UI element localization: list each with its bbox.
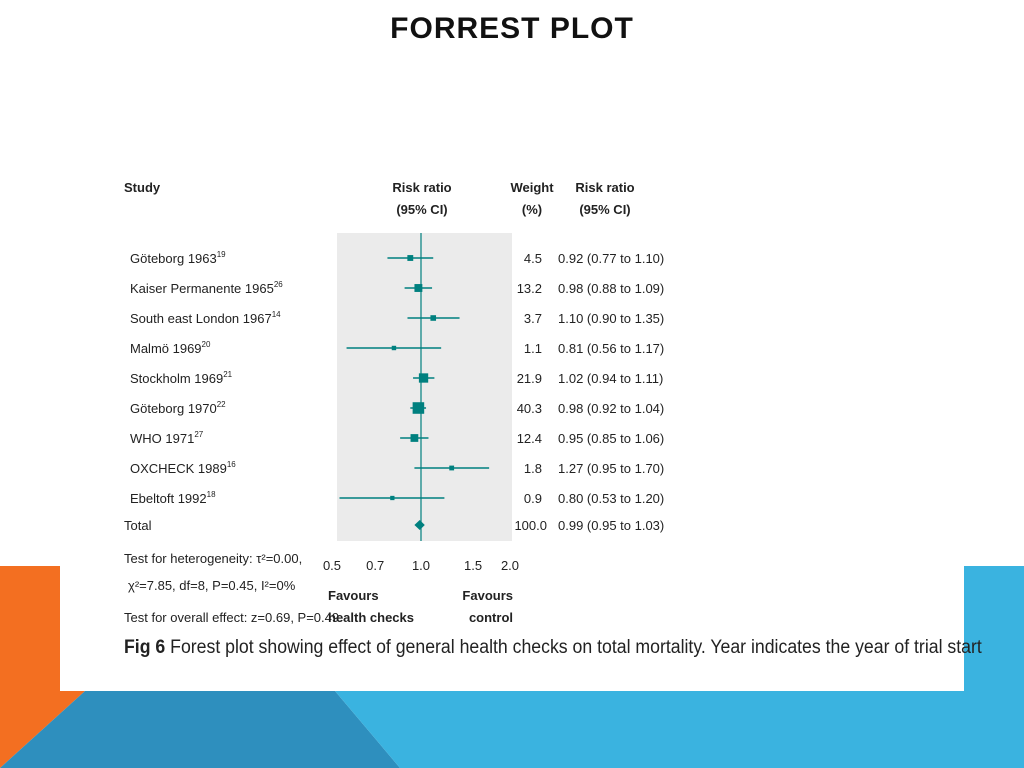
study-ci-text: 0.80 (0.53 to 1.20) [558, 491, 664, 506]
study-reference: 16 [227, 460, 236, 469]
dark-blue-accent-shape [0, 691, 400, 768]
header-rr2-line2: (95% CI) [579, 202, 630, 217]
point-estimate [449, 465, 455, 471]
study-ci-text: 0.95 (0.85 to 1.06) [558, 431, 664, 446]
favours-left-line2: health checks [328, 610, 414, 625]
study-label: Göteborg 197022 [130, 400, 226, 416]
study-reference: 18 [207, 490, 216, 499]
study-reference: 21 [223, 370, 232, 379]
x-tick-label: 0.7 [366, 558, 384, 573]
total-ci-text: 0.99 (0.95 to 1.03) [558, 518, 664, 533]
favours-left-line1: Favours [328, 588, 379, 603]
x-tick-label: 1.5 [464, 558, 482, 573]
study-reference: 22 [217, 400, 226, 409]
study-weight: 40.3 [517, 401, 542, 416]
header-rr-line2: (95% CI) [396, 202, 447, 217]
study-ci-text: 0.92 (0.77 to 1.10) [558, 251, 664, 266]
study-ci-text: 1.02 (0.94 to 1.11) [558, 371, 663, 386]
x-tick-label: 2.0 [501, 558, 519, 573]
study-weight: 0.9 [524, 491, 542, 506]
study-label: South east London 196714 [130, 310, 281, 326]
header-weight-line1: Weight [510, 180, 554, 195]
study-reference: 19 [217, 250, 226, 259]
heterogeneity-line2: χ²=7.85, df=8, P=0.45, I²=0% [128, 578, 296, 593]
study-label: Malmö 196920 [130, 340, 211, 356]
study-ci-text: 0.81 (0.56 to 1.17) [558, 341, 664, 356]
study-ci-text: 1.27 (0.95 to 1.70) [558, 461, 664, 476]
study-weight: 12.4 [517, 431, 542, 446]
orange-accent-shape [0, 566, 85, 768]
header-study: Study [124, 180, 161, 195]
x-tick-label: 1.0 [412, 558, 430, 573]
point-estimate [412, 402, 425, 414]
study-label: OXCHECK 198916 [130, 460, 236, 476]
study-label: Göteborg 196319 [130, 250, 226, 266]
header-rr-line1: Risk ratio [392, 180, 451, 195]
header-weight-line2: (%) [522, 202, 542, 217]
forest-plot: Study Risk ratio (95% CI) Weight (%) Ris… [124, 180, 664, 625]
point-estimate [410, 434, 419, 442]
favours-right-line2: control [469, 610, 513, 625]
study-label: Kaiser Permanente 196526 [130, 280, 283, 296]
total-label: Total [124, 518, 152, 533]
header-rr2-line1: Risk ratio [575, 180, 634, 195]
study-weight: 1.8 [524, 461, 542, 476]
study-reference: 20 [202, 340, 211, 349]
point-estimate [418, 373, 429, 383]
total-diamond [414, 520, 425, 530]
point-estimate [430, 315, 437, 321]
heterogeneity-line1: Test for heterogeneity: τ²=0.00, [124, 551, 302, 566]
blue-accent-shape [335, 566, 1024, 768]
x-axis: 0.5 0.7 1.0 1.5 2.0 [323, 558, 519, 573]
figure-card: Study Risk ratio (95% CI) Weight (%) Ris… [60, 160, 982, 691]
point-estimate [390, 495, 395, 501]
caption-label: Fig 6 [124, 637, 166, 658]
point-estimate [414, 284, 423, 292]
study-reference: 26 [274, 280, 283, 289]
study-ci-text: 0.98 (0.92 to 1.04) [558, 401, 664, 416]
study-label: WHO 197127 [130, 430, 204, 446]
caption-text: Forest plot showing effect of general he… [170, 637, 982, 658]
x-tick-label: 0.5 [323, 558, 341, 573]
study-weight: 4.5 [524, 251, 542, 266]
study-ci-text: 1.10 (0.90 to 1.35) [558, 311, 664, 326]
plot-panel [337, 233, 512, 541]
study-label: Ebeltoft 199218 [130, 490, 216, 506]
slide-title: FORREST PLOT [390, 12, 634, 45]
study-weight: 1.1 [524, 341, 542, 356]
study-label: Stockholm 196921 [130, 370, 233, 386]
figure-caption: Fig 6 Forest plot showing effect of gene… [124, 637, 982, 659]
total-weight: 100.0 [514, 518, 547, 533]
study-rows: Göteborg 196319 4.5 0.92 (0.77 to 1.10) Kai… [124, 250, 664, 533]
overall-effect-text: Test for overall effect: z=0.69, P=0.49 [124, 610, 339, 625]
point-estimate [391, 345, 397, 351]
study-weight: 21.9 [517, 371, 542, 386]
study-weight: 13.2 [517, 281, 542, 296]
study-ci-text: 0.98 (0.88 to 1.09) [558, 281, 664, 296]
favours-right-line1: Favours [462, 588, 513, 603]
study-reference: 14 [272, 310, 281, 319]
point-estimate [407, 255, 414, 261]
study-weight: 3.7 [524, 311, 542, 326]
study-reference: 27 [194, 430, 203, 439]
plot-marks [339, 233, 490, 541]
